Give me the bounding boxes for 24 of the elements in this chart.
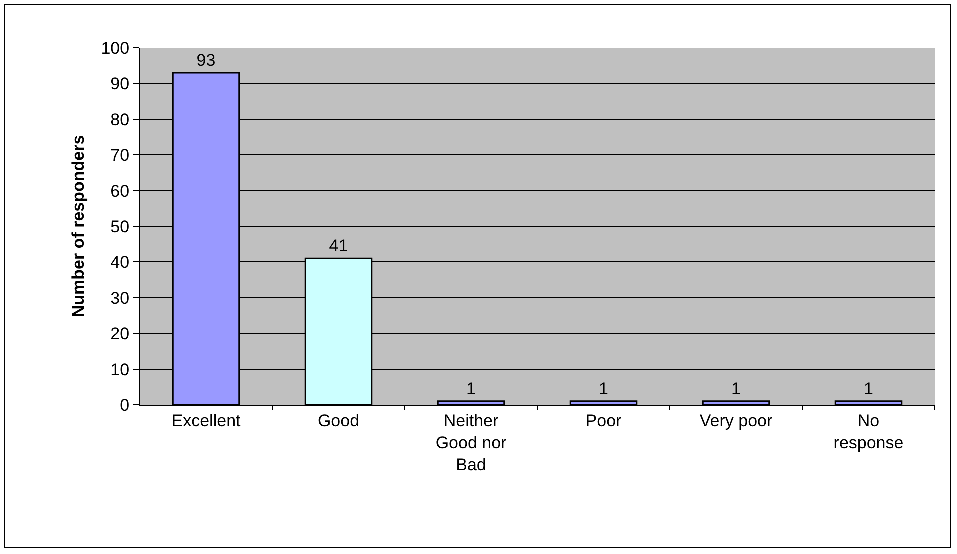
data-label: 1 xyxy=(732,379,741,398)
y-tick-label: 40 xyxy=(110,253,130,272)
x-tick-label: Excellent xyxy=(172,411,242,430)
y-tick-label: 80 xyxy=(110,110,130,130)
x-tick-label: Poor xyxy=(586,411,622,430)
data-label: 41 xyxy=(329,236,348,256)
y-tick-label: 10 xyxy=(110,360,130,380)
y-tick-label: 60 xyxy=(110,182,130,201)
data-label: 1 xyxy=(599,379,608,398)
x-tick-label: Neither Good nor Bad xyxy=(436,411,508,475)
data-label: 93 xyxy=(196,50,216,70)
y-tick-label: 20 xyxy=(110,324,130,344)
y-tick-label: 0 xyxy=(120,396,130,415)
x-tick-label: Good xyxy=(318,411,360,430)
y-tick-label: 70 xyxy=(110,146,130,166)
data-label: 1 xyxy=(864,379,874,398)
y-tick-label: 100 xyxy=(101,38,130,58)
y-tick-label: 30 xyxy=(110,288,130,308)
data-label: 1 xyxy=(466,379,476,398)
y-axis-title: Number of responders xyxy=(68,135,88,318)
y-tick-label: 50 xyxy=(110,217,130,236)
x-tick-label: Very poor xyxy=(700,411,773,430)
y-tick-label: 90 xyxy=(110,74,130,94)
x-tick-label: No response xyxy=(834,411,904,452)
